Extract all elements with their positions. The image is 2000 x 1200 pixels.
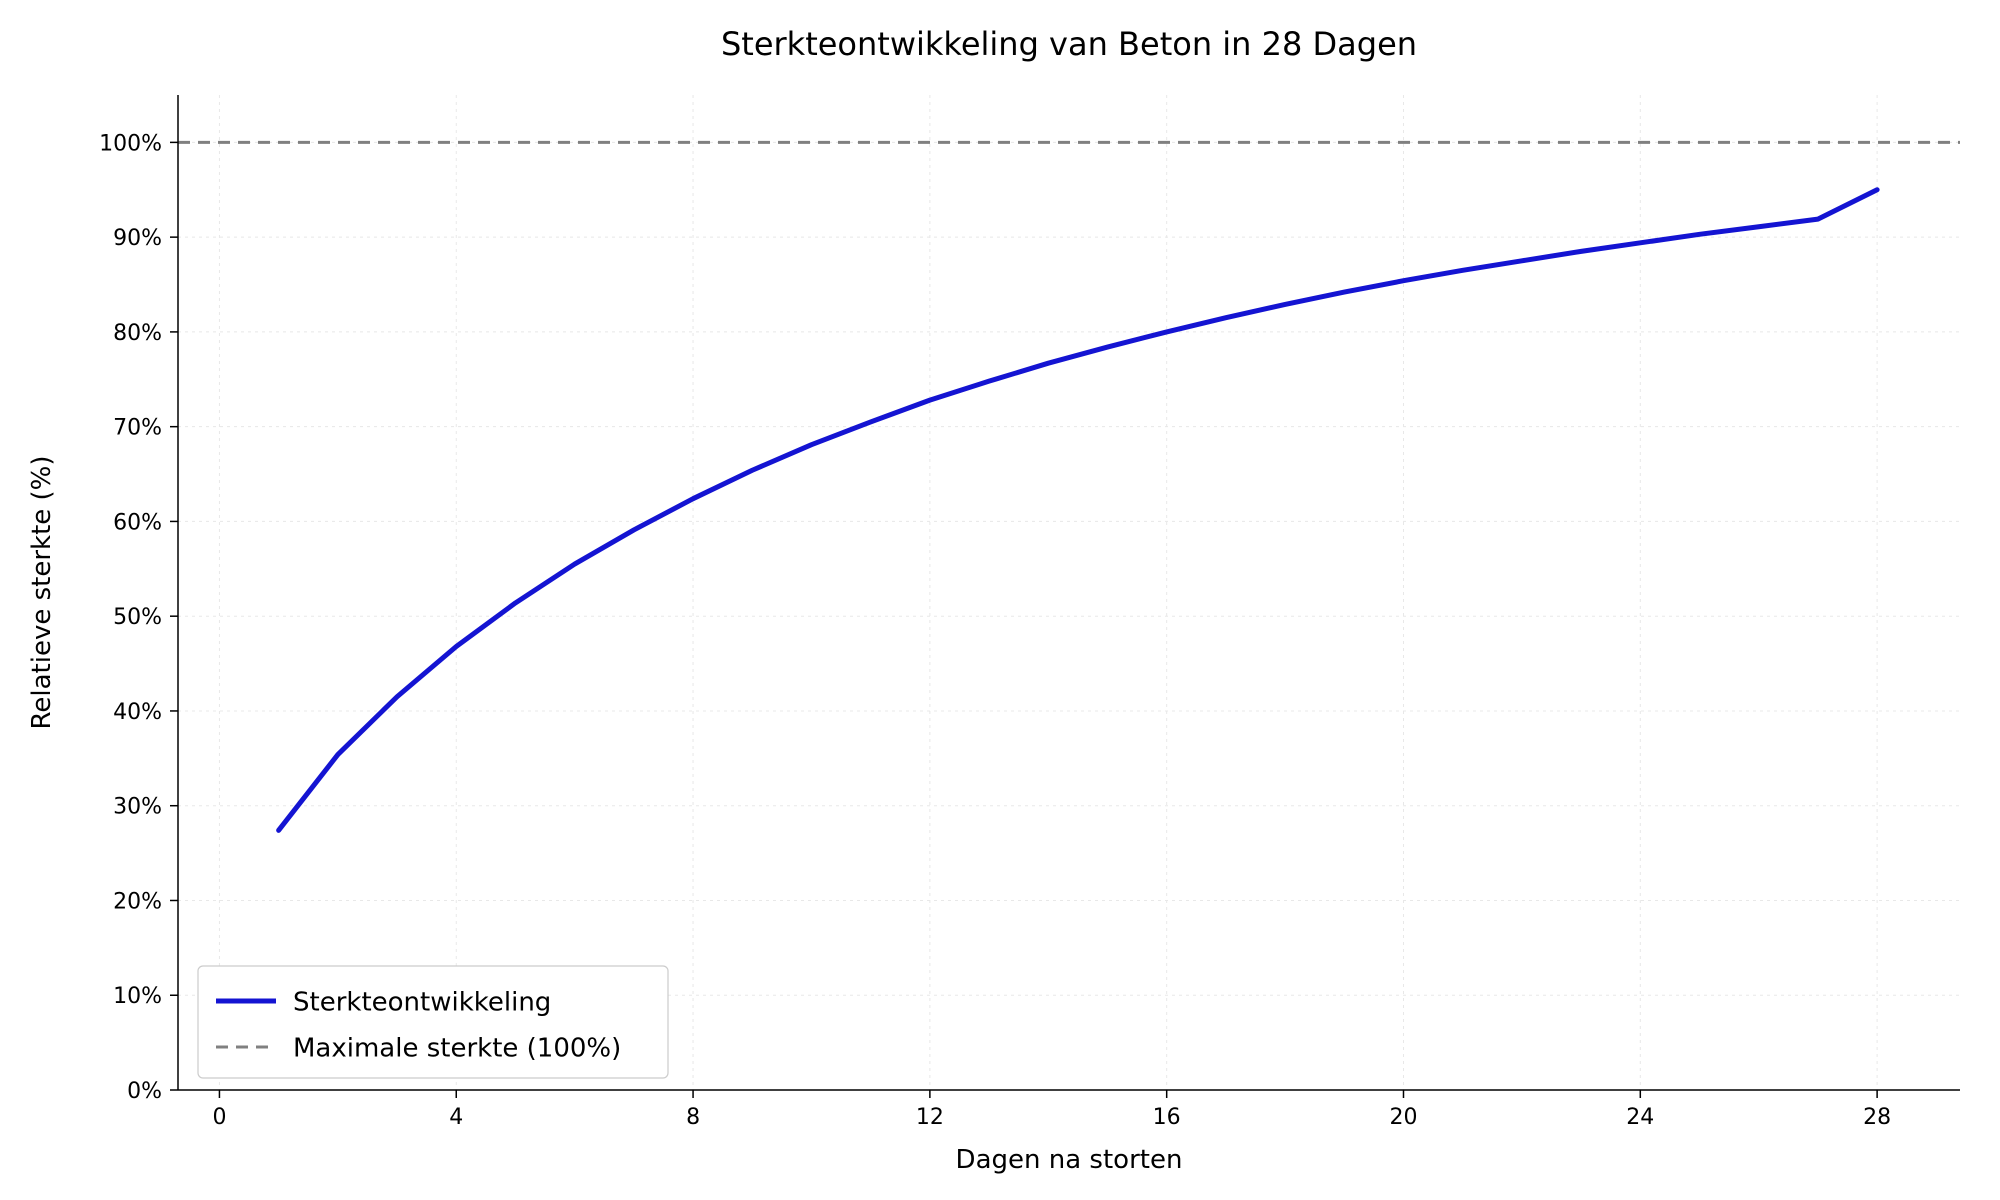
y-tick-label: 80% [113, 321, 162, 346]
y-tick-label: 20% [113, 889, 162, 914]
y-tick-label: 100% [99, 131, 162, 156]
x-tick-label: 12 [916, 1105, 944, 1130]
x-tick-label: 16 [1153, 1105, 1181, 1130]
x-tick-label: 20 [1389, 1105, 1417, 1130]
x-tick-label: 28 [1863, 1105, 1891, 1130]
y-tick-label: 0% [127, 1079, 162, 1104]
y-tick-label: 10% [113, 984, 162, 1009]
chart-container: Sterkteontwikkeling van Beton in 28 Dage… [0, 0, 2000, 1200]
x-tick-label: 0 [212, 1105, 226, 1130]
chart-svg: Sterkteontwikkeling van Beton in 28 Dage… [0, 0, 2000, 1200]
data-series-line [279, 190, 1877, 831]
legend-label-reference: Maximale sterkte (100%) [293, 1034, 621, 1064]
chart-title: Sterkteontwikkeling van Beton in 28 Dage… [721, 25, 1417, 63]
x-tick-label: 8 [686, 1105, 700, 1130]
y-tick-label: 50% [113, 605, 162, 630]
y-tick-label: 40% [113, 700, 162, 725]
x-axis-label: Dagen na storten [956, 1145, 1183, 1175]
y-tick-label: 90% [113, 226, 162, 251]
y-tick-label: 30% [113, 795, 162, 820]
y-axis-label: Relatieve sterkte (%) [27, 455, 57, 729]
y-tick-label: 60% [113, 510, 162, 535]
y-tick-label: 70% [113, 416, 162, 441]
x-tick-label: 24 [1626, 1105, 1654, 1130]
legend-label-series: Sterkteontwikkeling [293, 988, 551, 1018]
x-tick-label: 4 [449, 1105, 463, 1130]
